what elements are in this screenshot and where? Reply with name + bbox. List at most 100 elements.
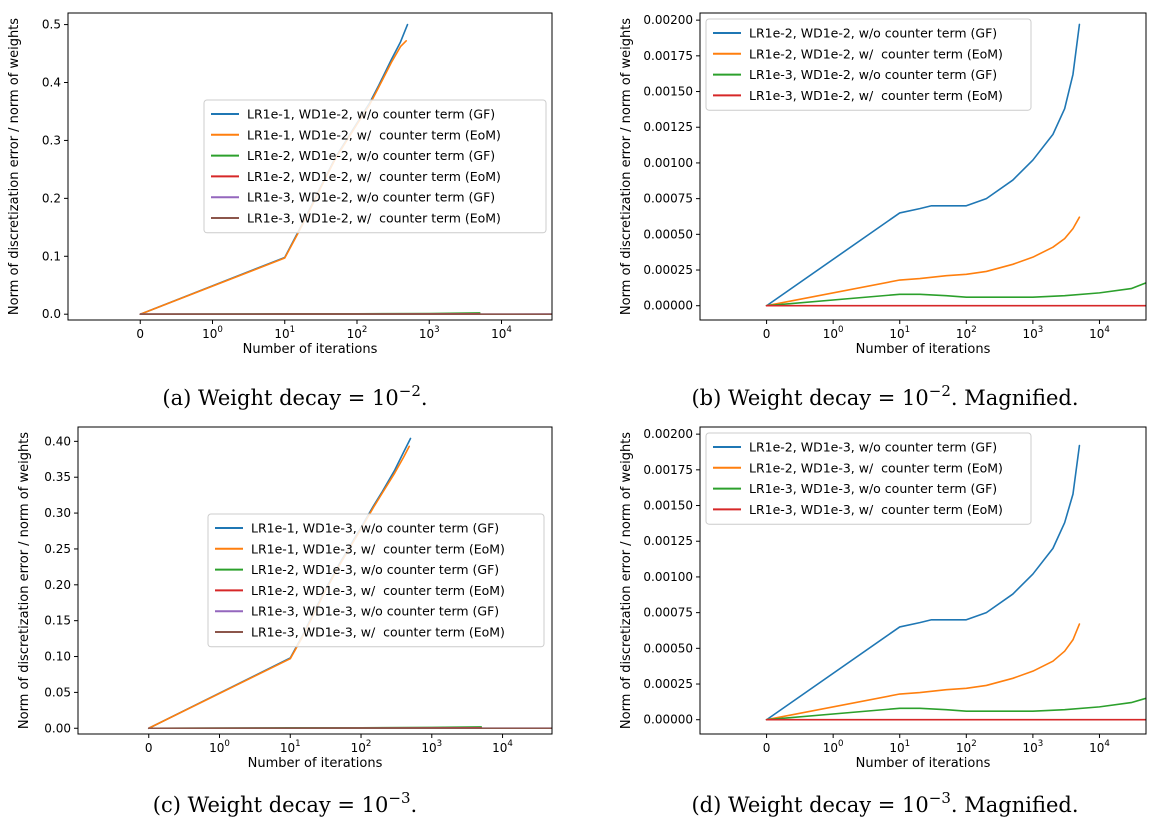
x-tick-label: 0 (136, 327, 144, 341)
x-tick-label: 0 (763, 327, 771, 341)
legend-entry: LR1e-3, WD1e-3, w/ counter term (EoM) (251, 625, 505, 640)
chart-caption: (c) Weight decay = 10−3. (153, 789, 417, 817)
legend-box (207, 513, 545, 648)
x-tick-label: 104 (492, 739, 513, 755)
x-axis-label: Number of iterations (856, 756, 991, 771)
x-tick-label: 100 (823, 739, 844, 755)
legend-entry: LR1e-3, WD1e-3, w/o counter term (GF) (749, 481, 997, 496)
y-tick-label: 0.00200 (643, 13, 693, 27)
y-tick-label: 0.00100 (643, 570, 693, 584)
x-axis-label: Number of iterations (856, 342, 991, 357)
x-tick-label: 100 (823, 325, 844, 341)
chart-a: 0.0 0.1 0.2 0.3 0.4 0.5 0 100 101 102 103 104 Number… (7, 12, 553, 410)
plot-frame (67, 12, 553, 321)
series-group (765, 444, 1146, 721)
y-axis-label: Norm of discretization error / norm of w… (619, 18, 634, 315)
series-group (765, 23, 1146, 307)
legend-entry: LR1e-3, WD1e-3, w/o counter term (GF) (251, 604, 499, 619)
y-tick-label: 0.4 (42, 76, 61, 90)
legend-box (705, 432, 1032, 525)
x-tick-label: 104 (1089, 325, 1110, 341)
y-tick-label: 0.00050 (643, 227, 693, 241)
y-tick-label: 0.00125 (643, 534, 693, 548)
x-tick-label: 102 (351, 739, 372, 755)
y-tick-label: 0.00000 (643, 713, 693, 727)
y-tick-label: 0.5 (42, 18, 61, 32)
y-tick-label: 0.00025 (643, 263, 693, 277)
legend-entry: LR1e-2, WD1e-2, w/ counter term (EoM) (247, 169, 501, 184)
y-tick-label: 0.00200 (643, 427, 693, 441)
series-line (765, 623, 1081, 721)
y-tick-label: 0.25 (44, 542, 71, 556)
y-tick-label: 0.00075 (643, 606, 693, 620)
legend-entry: LR1e-2, WD1e-3, w/o counter term (GF) (251, 562, 499, 577)
legend: LR1e-2, WD1e-3, w/o counter term (GF) LR1… (705, 432, 1032, 525)
chart-caption: (a) Weight decay = 10−2. (162, 382, 427, 410)
x-tick-label: 101 (274, 325, 295, 341)
legend-entry: LR1e-1, WD1e-2, w/o counter term (GF) (247, 107, 495, 122)
y-tick-label: 0.20 (44, 578, 71, 592)
plot-frame (699, 426, 1147, 735)
plot-frame (699, 12, 1147, 321)
x-tick-label: 101 (889, 325, 910, 341)
y-tick-label: 0.0 (42, 307, 61, 321)
x-tick-label: 102 (956, 325, 977, 341)
x-tick-label: 104 (1089, 739, 1110, 755)
y-tick-label: 0.15 (44, 614, 71, 628)
x-tick-label: 102 (347, 325, 368, 341)
x-tick-label: 103 (419, 325, 440, 341)
chart-b: 0.00000 0.00025 0.00050 0.00075 0.00100 0.001… (619, 12, 1147, 410)
x-tick-label: 101 (280, 739, 301, 755)
x-axis-label: Number of iterations (243, 342, 378, 357)
y-tick-label: 0.3 (42, 133, 61, 147)
y-axis-label: Norm of discretization error / norm of w… (619, 432, 634, 729)
y-tick-label: 0.00175 (643, 463, 693, 477)
x-tick-label: 103 (1022, 739, 1043, 755)
y-tick-label: 0.00175 (643, 49, 693, 63)
series-line (765, 697, 1146, 721)
y-tick-label: 0.00150 (643, 85, 693, 99)
legend: LR1e-1, WD1e-3, w/o counter term (GF) LR1… (207, 513, 545, 648)
legend: LR1e-1, WD1e-2, w/o counter term (GF) LR1… (203, 99, 547, 234)
x-tick-label: 0 (763, 741, 771, 755)
x-tick-label: 100 (202, 325, 223, 341)
chart-c: 0.00 0.05 0.10 0.15 0.20 0.25 0.30 0.35 0.40 0 100… (17, 426, 553, 817)
legend-entry: LR1e-3, WD1e-2, w/ counter term (EoM) (749, 88, 1003, 103)
legend-box (203, 99, 547, 234)
y-tick-label: 0.00125 (643, 120, 693, 134)
legend: LR1e-2, WD1e-2, w/o counter term (GF) LR1… (705, 18, 1032, 111)
y-tick-label: 0.00050 (643, 641, 693, 655)
legend-entry: LR1e-2, WD1e-2, w/ counter term (EoM) (749, 46, 1003, 61)
chart-caption: (d) Weight decay = 10−3. Magnified. (691, 789, 1078, 817)
x-tick-label: 103 (421, 739, 442, 755)
legend-entry: LR1e-1, WD1e-3, w/o counter term (GF) (251, 521, 499, 536)
series-group (139, 23, 552, 316)
legend-entry: LR1e-2, WD1e-2, w/o counter term (GF) (247, 148, 495, 163)
plot-frame (77, 426, 553, 735)
legend-entry: LR1e-3, WD1e-3, w/ counter term (EoM) (749, 502, 1003, 517)
x-tick-label: 101 (889, 739, 910, 755)
series-line (765, 216, 1081, 307)
x-axis-label: Number of iterations (248, 756, 383, 771)
legend-entry: LR1e-3, WD1e-2, w/o counter term (GF) (247, 190, 495, 205)
y-tick-label: 0.40 (44, 434, 71, 448)
legend-entry: LR1e-2, WD1e-3, w/ counter term (EoM) (749, 460, 1003, 475)
series-line (765, 23, 1081, 307)
y-tick-label: 0.00025 (643, 677, 693, 691)
legend-entry: LR1e-2, WD1e-2, w/o counter term (GF) (749, 26, 997, 41)
legend-entry: LR1e-1, WD1e-3, w/ counter term (EoM) (251, 541, 505, 556)
y-tick-label: 0.35 (44, 470, 71, 484)
legend-box (705, 18, 1032, 111)
y-tick-label: 0.00150 (643, 499, 693, 513)
y-tick-label: 0.00000 (643, 299, 693, 313)
legend-entry: LR1e-2, WD1e-3, w/ counter term (EoM) (251, 583, 505, 598)
legend-entry: LR1e-1, WD1e-2, w/ counter term (EoM) (247, 127, 501, 142)
y-tick-label: 0.00075 (643, 192, 693, 206)
y-tick-label: 0.1 (42, 249, 61, 263)
x-tick-label: 102 (956, 739, 977, 755)
y-tick-label: 0.00100 (643, 156, 693, 170)
y-tick-label: 0.00 (44, 721, 71, 735)
y-axis-label: Norm of discretization error / norm of w… (7, 18, 22, 315)
legend-entry: LR1e-3, WD1e-2, w/o counter term (GF) (749, 67, 997, 82)
